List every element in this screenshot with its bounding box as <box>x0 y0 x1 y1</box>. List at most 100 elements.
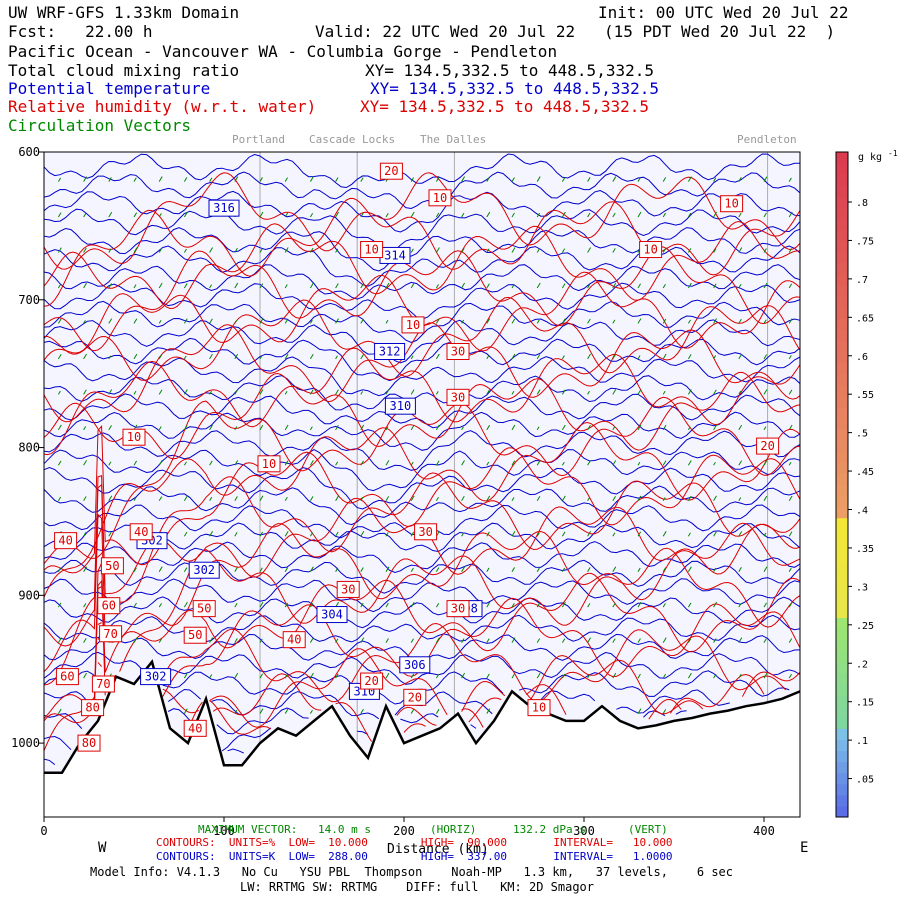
rh-label-box <box>401 316 425 334</box>
colorbar-swatch <box>836 573 848 585</box>
rh-label-box <box>756 437 780 455</box>
circulation-vector <box>788 495 793 502</box>
circulation-vector <box>486 708 491 714</box>
circulation-vector <box>259 355 263 360</box>
rh-label: 50 <box>105 559 119 573</box>
circulation-vector <box>284 391 288 395</box>
circulation-vector <box>284 353 289 360</box>
circulation-vector <box>662 497 666 502</box>
colorbar-swatch <box>836 307 848 319</box>
circulation-vector <box>612 638 616 643</box>
colorbar-tick-label: .3 <box>856 582 868 593</box>
circulation-vector <box>738 212 742 218</box>
colorbar-swatch <box>836 196 848 208</box>
circulation-vector <box>259 495 264 502</box>
circulation-vector <box>486 638 490 643</box>
theta-contour <box>43 171 801 210</box>
theta-contour <box>43 356 801 397</box>
circulation-vector <box>410 355 414 360</box>
circulation-vector <box>57 390 61 395</box>
circulation-vector <box>133 637 138 643</box>
circulation-vector <box>335 283 339 289</box>
circulation-vector <box>587 497 591 502</box>
rh-label-box <box>129 523 153 541</box>
rh-label: 10 <box>364 243 378 257</box>
circulation-vector <box>234 672 239 679</box>
circulation-vector <box>183 355 187 360</box>
circulation-vector <box>108 283 112 289</box>
rh-label-box <box>446 343 470 360</box>
circulation-vector <box>587 353 591 360</box>
circulation-vector <box>259 531 263 537</box>
circulation-vector <box>561 638 566 643</box>
circulation-vector <box>435 424 440 431</box>
colorbar-swatch <box>836 318 848 330</box>
rh-label-box <box>257 455 281 473</box>
circulation-vector <box>435 247 440 253</box>
circulation-vector <box>561 531 566 537</box>
circulation-vector <box>410 601 415 608</box>
colorbar-swatch <box>836 761 848 774</box>
region-label: Pacific Ocean - Vancouver WA - Columbia … <box>8 42 558 61</box>
colorbar-swatch <box>836 783 848 796</box>
circulation-vector <box>410 461 414 466</box>
circulation-vector <box>687 282 692 289</box>
rh-label: 70 <box>103 627 117 641</box>
circulation-vector <box>435 391 439 395</box>
rh-label-box <box>77 734 101 752</box>
circulation-vector <box>738 318 742 324</box>
circulation-vector <box>83 496 87 502</box>
circulation-vector <box>561 567 566 572</box>
circulation-vector <box>662 531 667 537</box>
circulation-vector <box>637 708 642 714</box>
colorbar-swatch <box>836 395 848 408</box>
circulation-vector <box>385 532 389 537</box>
circulation-vector <box>763 460 768 466</box>
circulation-vector <box>209 460 213 466</box>
circulation-vector <box>410 531 415 537</box>
circulation-vector <box>435 674 440 679</box>
circulation-vector <box>133 353 138 360</box>
theta-label: 316 <box>213 201 235 215</box>
circulation-vector <box>536 248 541 253</box>
theta-contour <box>43 559 801 594</box>
circulation-vector <box>209 247 213 253</box>
rh-contour <box>43 172 801 270</box>
circulation-vector <box>662 283 666 289</box>
circulation-vector <box>637 211 642 218</box>
colorbar-swatch <box>836 772 848 785</box>
theta-contour <box>43 411 801 451</box>
theta-label: 302 <box>145 670 167 684</box>
circulation-vector <box>259 424 264 431</box>
circulation-vector <box>536 212 540 218</box>
circulation-vector <box>662 318 667 324</box>
circulation-vector <box>662 567 667 572</box>
circulation-vector <box>788 355 792 360</box>
rh-label-box <box>360 672 384 690</box>
circulation-vector <box>461 212 465 218</box>
max-vector-vert-unit: (VERT) <box>628 823 668 836</box>
circulation-vector <box>234 638 238 643</box>
circulation-vector <box>738 637 743 643</box>
theta-label-box <box>399 656 431 674</box>
circulation-vector <box>284 602 289 608</box>
circulation-vector <box>133 567 137 572</box>
colorbar-swatch <box>836 340 848 352</box>
variable-cloud-label: Total cloud mixing ratio <box>8 61 240 80</box>
circulation-vector <box>486 495 491 502</box>
circulation-vector <box>309 282 314 289</box>
circulation-vector <box>259 211 264 218</box>
rh-contour <box>97 662 765 742</box>
circulation-vector <box>713 673 717 679</box>
circulation-vector <box>713 495 717 502</box>
rh-label: 10 <box>532 701 546 715</box>
circulation-vector <box>587 318 591 324</box>
circulation-vector <box>259 283 264 289</box>
circulation-vector <box>158 566 163 572</box>
colorbar-swatch <box>836 484 848 497</box>
circulation-vector <box>587 531 591 537</box>
circulation-vector <box>461 247 465 253</box>
circulation-vector <box>435 460 440 466</box>
circulation-vector <box>83 603 87 608</box>
circulation-vector <box>309 460 314 466</box>
